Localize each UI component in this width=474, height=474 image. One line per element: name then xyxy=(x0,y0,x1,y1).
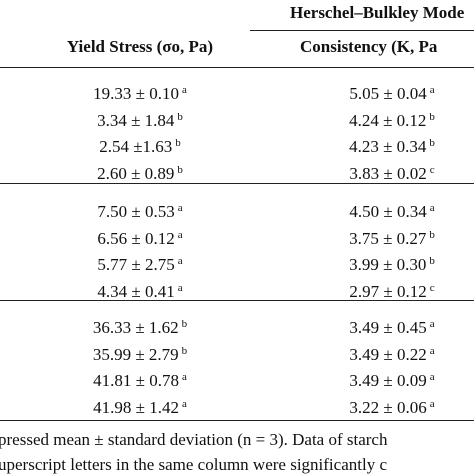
cell-superscript: a xyxy=(429,202,435,214)
cell-value: 3.75 ± 0.27 xyxy=(349,228,427,248)
cell: 3.99 ± 0.30 b xyxy=(349,251,435,275)
cell-superscript: a xyxy=(429,84,435,96)
cell-superscript: b xyxy=(175,137,181,149)
footnote: pressed mean ± standard deviation (n = 3… xyxy=(0,430,388,449)
cell: 2.97 ± 0.12 c xyxy=(349,278,434,302)
cell-value: 4.50 ± 0.34 xyxy=(349,202,427,221)
rule xyxy=(0,183,474,184)
cell-value: 19.33 ± 0.10 xyxy=(93,84,179,103)
cell-superscript: a xyxy=(181,371,187,383)
cell: 41.81 ± 0.78 a xyxy=(93,367,187,391)
cell: 2.60 ± 0.89 b xyxy=(97,160,183,184)
cell-superscript: a xyxy=(177,281,183,294)
cell-superscript: b xyxy=(181,344,188,357)
group-title: Herschel–Bulkley Mode xyxy=(290,3,465,22)
cell-superscript: b xyxy=(177,110,183,123)
rule xyxy=(0,67,474,68)
cell: 2.54 ±1.63 b xyxy=(99,133,181,157)
cell: 3.49 ± 0.09 a xyxy=(349,367,434,391)
footnote: uperscript letters in the same column we… xyxy=(0,455,387,474)
cell-value: 3.49 ± 0.22 xyxy=(349,344,427,364)
cell-superscript: c xyxy=(429,281,435,294)
cell-superscript: a xyxy=(429,397,435,410)
cell-value: 4.23 ± 0.34 xyxy=(349,137,427,156)
cell: 6.56 ± 0.12 a xyxy=(97,225,182,249)
column-header: Consistency (K, Pa xyxy=(300,37,438,56)
cell: 4.50 ± 0.34 a xyxy=(349,198,434,222)
cell-superscript: b xyxy=(429,137,435,149)
cell-value: 3.49 ± 0.45 xyxy=(349,318,427,337)
cell-value: 2.54 ±1.63 xyxy=(99,137,173,156)
cell-superscript: a xyxy=(429,344,435,357)
cell-superscript: b xyxy=(429,228,435,241)
cell-value: 35.99 ± 2.79 xyxy=(92,344,179,364)
cell: 3.49 ± 0.45 a xyxy=(349,314,434,338)
cell-value: 2.97 ± 0.12 xyxy=(349,281,427,301)
cell-value: 41.98 ± 1.42 xyxy=(93,397,179,417)
cell-value: 3.83 ± 0.02 xyxy=(349,163,427,183)
cell-value: 2.60 ± 0.89 xyxy=(97,163,175,183)
cell-superscript: b xyxy=(429,255,435,267)
cell-superscript: c xyxy=(429,163,435,176)
cell-value: 3.49 ± 0.09 xyxy=(349,371,427,390)
cell: 4.34 ± 0.41 a xyxy=(97,278,182,302)
cell-superscript: b xyxy=(181,318,188,330)
cell: 7.50 ± 0.53 a xyxy=(97,198,182,222)
cell: 5.05 ± 0.04 a xyxy=(349,80,434,104)
cell: 3.34 ± 1.84 b xyxy=(97,107,183,131)
cell: 4.24 ± 0.12 b xyxy=(349,107,435,131)
cell: 35.99 ± 2.79 b xyxy=(93,341,187,365)
cell: 36.33 ± 1.62 b xyxy=(93,314,187,338)
cell-superscript: a xyxy=(429,371,435,383)
cell: 41.98 ± 1.42 a xyxy=(93,394,187,418)
cell-superscript: a xyxy=(181,84,187,96)
column-header: Yield Stress (σo, Pa) xyxy=(66,37,214,56)
cell-superscript: a xyxy=(429,318,435,330)
cell: 3.49 ± 0.22 a xyxy=(349,341,434,365)
cell-value: 3.22 ± 0.06 xyxy=(349,397,427,417)
rule xyxy=(0,300,474,301)
cell-superscript: b xyxy=(177,163,183,176)
cell-superscript: a xyxy=(177,228,183,241)
cell-value: 7.50 ± 0.53 xyxy=(97,202,175,221)
cell: 5.77 ± 2.75 a xyxy=(97,251,182,275)
cell-value: 6.56 ± 0.12 xyxy=(97,228,175,248)
rule xyxy=(0,420,474,421)
cell: 4.23 ± 0.34 b xyxy=(349,133,435,157)
cell-value: 5.77 ± 2.75 xyxy=(97,255,175,274)
cell: 3.22 ± 0.06 a xyxy=(349,394,434,418)
cell: 3.75 ± 0.27 b xyxy=(349,225,435,249)
cell-value: 3.34 ± 1.84 xyxy=(97,110,175,130)
cell-value: 36.33 ± 1.62 xyxy=(92,318,179,337)
cell-superscript: a xyxy=(177,202,183,214)
cell: 19.33 ± 0.10 a xyxy=(93,80,187,104)
cell-value: 3.99 ± 0.30 xyxy=(349,255,427,274)
cell-value: 5.05 ± 0.04 xyxy=(349,84,427,103)
cell-value: 4.24 ± 0.12 xyxy=(349,110,427,130)
cell-value: 4.34 ± 0.41 xyxy=(97,281,175,301)
rule xyxy=(250,30,474,31)
cell-superscript: a xyxy=(177,255,183,267)
cell-superscript: a xyxy=(181,397,187,410)
cell: 3.83 ± 0.02 c xyxy=(349,160,434,184)
cell-superscript: b xyxy=(429,110,435,123)
cell-value: 41.81 ± 0.78 xyxy=(93,371,179,390)
